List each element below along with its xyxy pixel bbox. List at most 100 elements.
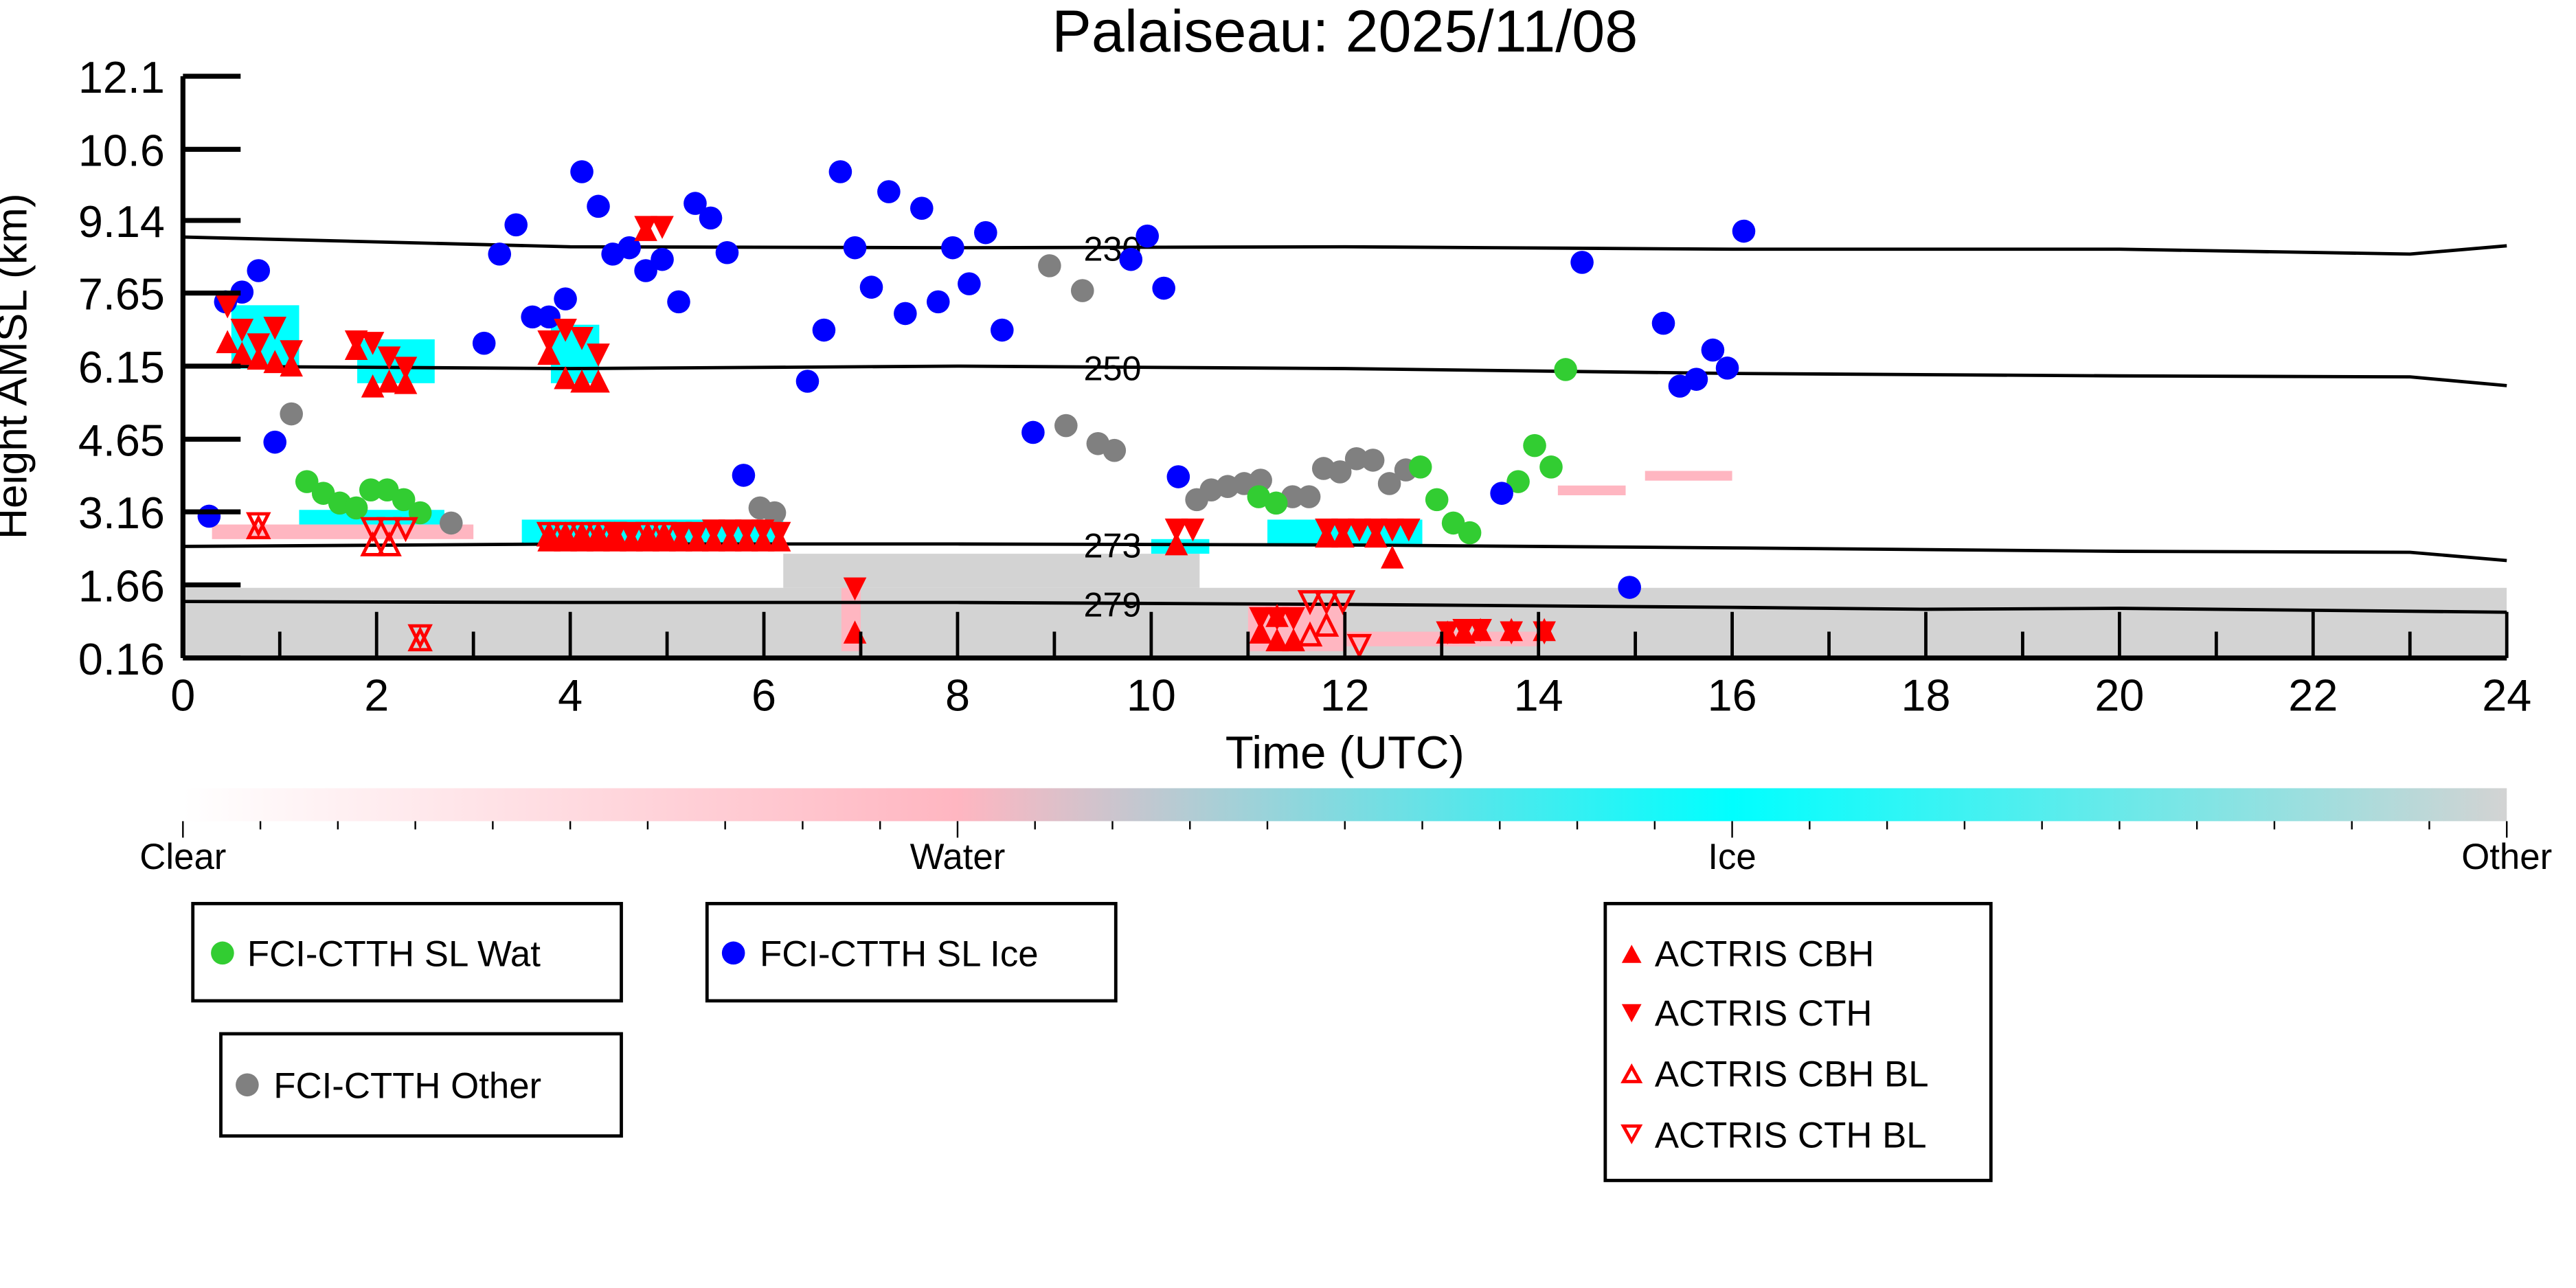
contour-label-250: 250 [1083, 349, 1141, 388]
fci-ctth-sl-ice-point [958, 272, 981, 295]
legend-label-ice: FCI-CTTH SL Ice [760, 934, 1039, 975]
fci-ctth-sl-wat-point [1539, 455, 1563, 479]
fci-ctth-sl-wat-point [1458, 521, 1482, 545]
contour-label-273: 273 [1083, 526, 1141, 565]
actris-cth-point [280, 340, 303, 363]
x-tick-label: 6 [752, 670, 776, 721]
fci-ctth-sl-ice-point [859, 275, 883, 299]
legend-label-cth: ACTRIS CTH [1655, 993, 1873, 1034]
fci-ctth-sl-ice-point [472, 331, 496, 355]
actris-cth-point [843, 577, 867, 601]
x-tick-label: 20 [2094, 670, 2144, 721]
actris-cth-bl-point [569, 521, 595, 547]
fci-ctth-sl-ice-point [1490, 482, 1513, 505]
fci-ctth-sl-ice-point [247, 259, 271, 282]
fci-ctth-sl-ice-point [554, 287, 577, 310]
legend-marker-cbh-bl [1620, 1063, 1643, 1083]
actris-cth-point [554, 318, 577, 342]
actris-cth-point [1452, 618, 1476, 642]
x-tick-label: 0 [170, 670, 195, 721]
actris-cth-bl-point [536, 521, 562, 547]
actris-cth-bl-point [552, 521, 578, 547]
colorbar-gradient [183, 788, 2507, 822]
x-tick-label: 8 [945, 670, 970, 721]
actris-cbh-bl-point [245, 514, 271, 540]
actris-cbh-point [394, 371, 418, 394]
legend-actris: ACTRIS CBH ACTRIS CTH ACTRIS CBH BL ACTR… [1603, 901, 1993, 1182]
legend-marker-cth-bl [1620, 1124, 1643, 1144]
actris-cth-point [247, 333, 271, 357]
actris-cth-point [1181, 518, 1205, 542]
fci-ctth-other-point [280, 402, 303, 426]
fci-ctth-sl-wat-point [295, 470, 319, 493]
actris-cth-bl-point [602, 521, 628, 547]
actris-cth-point [701, 519, 725, 543]
fci-ctth-other-point [1328, 460, 1352, 484]
actris-cbh-point [280, 353, 303, 377]
fci-ctth-sl-ice-point [651, 247, 674, 271]
fci-ctth-sl-ice-point [795, 370, 820, 393]
actris-cth-bl-point [585, 521, 611, 547]
fci-ctth-other-point [1297, 485, 1321, 508]
fci-ctth-sl-ice-point [812, 318, 836, 342]
fci-ctth-sl-wat-point [1247, 485, 1271, 508]
fci-ctth-other-point [439, 511, 463, 535]
fci-ctth-sl-ice-point [1136, 224, 1160, 248]
actris-cth-point [1381, 518, 1404, 542]
fci-ctth-sl-ice-point [504, 213, 528, 237]
actris-cth-bl-point [245, 512, 271, 538]
fci-ctth-sl-ice-point [974, 221, 997, 245]
colorbar-label-water: Water [910, 837, 1006, 877]
legend-label-other: FCI-CTTH Other [273, 1065, 541, 1106]
colorbar-label-other: Other [2461, 837, 2552, 877]
actris-cth-point [1348, 518, 1371, 542]
fci-ctth-sl-wat-point [408, 501, 432, 525]
fci-ctth-sl-ice-point [699, 206, 723, 230]
actris-cth-point [1249, 607, 1272, 631]
actris-cth-bl-point [360, 517, 385, 543]
legend-ice: FCI-CTTH SL Ice [705, 901, 1118, 1003]
fci-ctth-sl-ice-point [263, 430, 287, 454]
fci-ctth-other-point [1103, 438, 1127, 462]
fci-ctth-sl-ice-point [894, 302, 917, 326]
x-tick-label: 18 [1901, 670, 1950, 721]
actris-cth-point [344, 330, 368, 354]
fci-ctth-sl-ice-point [1021, 420, 1045, 444]
fci-ctth-sl-ice-point [587, 194, 610, 218]
actris-cth-point [1436, 621, 1459, 645]
actris-cth-point [377, 346, 401, 370]
fci-ctth-sl-ice-point [197, 504, 221, 528]
actris-cbh-point [263, 350, 287, 374]
y-tick-label: 6.15 [78, 342, 165, 392]
actris-cbh-point [1164, 532, 1188, 556]
actris-cth-point [718, 519, 742, 543]
fci-ctth-sl-ice-point [521, 305, 544, 329]
fci-ctth-sl-wat-point [344, 496, 368, 520]
actris-cbh-point [587, 369, 610, 393]
actris-cth-point [1315, 518, 1338, 542]
actris-cth-point [1282, 607, 1305, 631]
y-tick-label: 10.6 [78, 125, 165, 175]
actris-cth-point [570, 327, 594, 350]
fci-ctth-sl-ice-point [877, 180, 901, 203]
legend-marker-gray-circle [236, 1073, 259, 1097]
fci-ctth-other-point [1038, 254, 1061, 278]
fci-ctth-sl-ice-point [537, 305, 561, 329]
actris-cth-point [1331, 518, 1355, 542]
fci-ctth-sl-wat-point [359, 478, 383, 501]
actris-cth-point [1500, 621, 1524, 645]
fci-ctth-sl-wat-point [1425, 488, 1449, 512]
fci-ctth-sl-ice-point [715, 240, 739, 264]
chart-title: Palaiseau: 2025/11/08 [1052, 0, 1638, 65]
actris-cbh-bl-point [407, 626, 433, 652]
fci-ctth-sl-ice-point [990, 318, 1014, 342]
fci-ctth-other-point [1054, 414, 1078, 438]
fci-ctth-sl-wat-point [1554, 358, 1577, 381]
fci-ctth-sl-ice-point [828, 160, 852, 183]
actris-cth-point [685, 521, 709, 545]
fci-ctth-sl-ice-point [1715, 357, 1739, 380]
fci-ctth-sl-ice-point [1684, 368, 1708, 391]
colorbar: Clear Water Ice Other [139, 788, 2552, 877]
actris-cbh-point [230, 341, 254, 365]
fci-ctth-sl-ice-point [1152, 276, 1175, 300]
